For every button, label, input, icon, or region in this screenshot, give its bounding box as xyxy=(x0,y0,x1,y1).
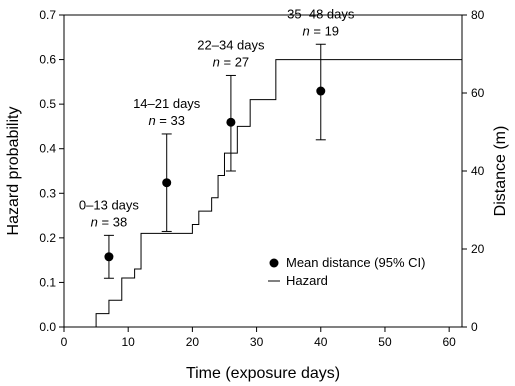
x-tick-label: 10 xyxy=(122,335,136,349)
y-left-tick-label: 0.0 xyxy=(39,320,56,334)
group-range-label: 35–48 days xyxy=(287,6,355,21)
plot-frame xyxy=(63,14,463,328)
distance-point-group xyxy=(103,234,114,279)
y-right-tick-label: 60 xyxy=(471,86,485,100)
x-tick-label: 0 xyxy=(61,335,68,349)
group-range-label: 0–13 days xyxy=(79,197,139,212)
group-range-label: 22–34 days xyxy=(197,37,265,52)
y-right-axis-title: Distance (m) xyxy=(492,126,509,217)
x-tick-label: 50 xyxy=(378,335,392,349)
y-left-tick-label: 0.5 xyxy=(39,97,56,111)
legend-label-distance: Mean distance (95% CI) xyxy=(286,255,425,270)
y-left-tick-label: 0.3 xyxy=(39,186,56,200)
y-left-tick-label: 0.7 xyxy=(39,8,56,22)
mean-distance-point xyxy=(104,252,114,262)
mean-distance-point xyxy=(316,86,326,96)
distance-point-group xyxy=(315,43,326,141)
distance-point-group xyxy=(161,133,172,232)
mean-distance-point xyxy=(162,178,172,188)
y-left-tick-label: 0.4 xyxy=(39,142,56,156)
y-left-tick-label: 0.1 xyxy=(39,275,56,289)
y-right-tick-label: 20 xyxy=(471,242,485,256)
x-tick-label: 30 xyxy=(250,335,264,349)
y-right-tick-label: 40 xyxy=(471,164,485,178)
mean-distance-point xyxy=(226,117,236,127)
y-right-tick-label: 0 xyxy=(471,320,478,334)
x-tick-label: 20 xyxy=(186,335,200,349)
group-n-label: n = 33 xyxy=(148,113,185,128)
distance-point-group xyxy=(225,74,236,172)
group-n-label: n = 27 xyxy=(213,54,250,69)
x-tick-label: 60 xyxy=(442,335,456,349)
legend-dot-marker xyxy=(269,258,279,268)
group-n-label: n = 38 xyxy=(91,214,128,229)
y-left-tick-label: 0.2 xyxy=(39,231,56,245)
group-range-label: 14–21 days xyxy=(133,96,201,111)
y-left-axis-title: Hazard probability xyxy=(5,107,22,236)
hazard-step-line xyxy=(95,59,462,327)
legend-label-hazard: Hazard xyxy=(286,273,328,288)
group-n-label: n = 19 xyxy=(303,23,340,38)
y-right-tick-label: 80 xyxy=(471,8,485,22)
x-tick-label: 40 xyxy=(314,335,328,349)
x-axis-title: Time (exposure days) xyxy=(186,365,340,382)
y-left-tick-label: 0.6 xyxy=(39,53,56,67)
